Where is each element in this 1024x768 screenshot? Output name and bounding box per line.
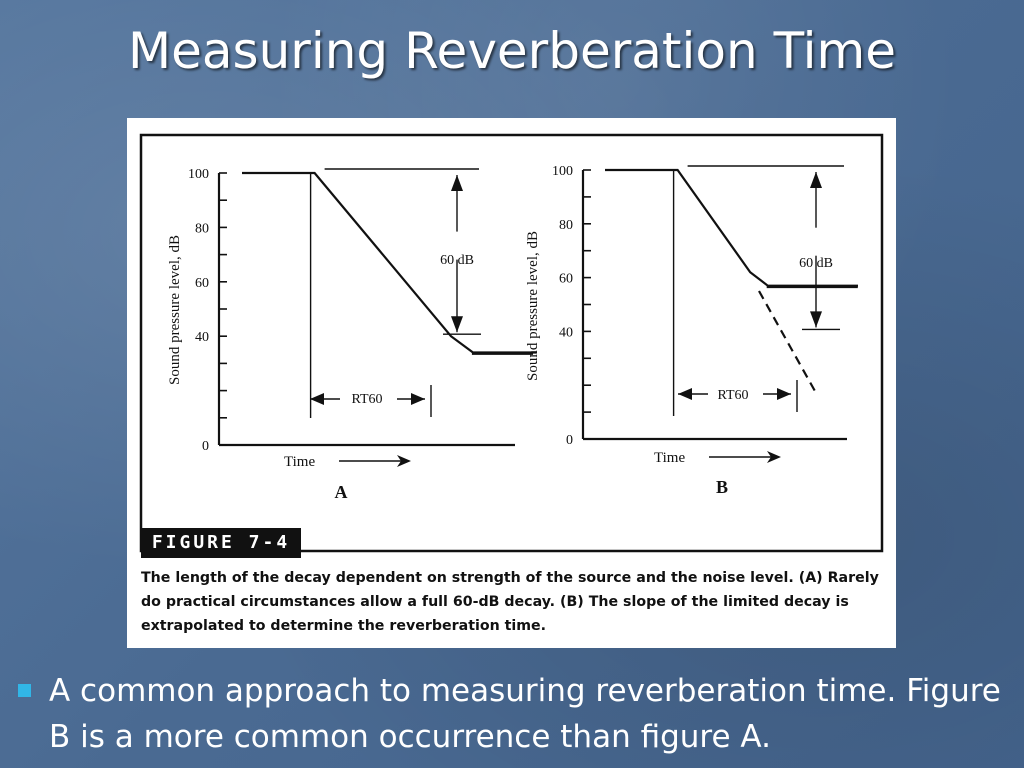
chart-b-ytick-label: 100 [552,164,573,179]
chart-a: 0 40 60 80 100 Sound pressure level, dB Time… [167,167,537,502]
figure-frame [139,133,884,553]
slide-title: Measuring Reverberation Time [128,22,896,80]
chart-b-ytick-label: 0 [566,433,573,448]
figure-label-box: FIGURE 7-4 [141,528,301,558]
figure-caption: The length of the decay dependent on str… [141,570,879,634]
chart-a-ytick-label: 100 [188,167,209,182]
chart-b-decay-curve [605,168,858,287]
chart-a-span-arrow-head-right [411,393,425,405]
chart-b-extrapolation-line [758,290,818,394]
chart-a-range-arrow-head-down [451,316,463,333]
chart-a-time-arrow-head [397,455,411,467]
bullet-text: A common approach to measuring reverbera… [49,673,1001,755]
chart-b-ytick-label: 80 [559,218,573,233]
decay-charts: 0 40 60 80 100 Sound pressure level, dB Time… [139,133,884,553]
chart-b-ytick-label: 40 [559,325,573,340]
chart-b-range-arrow-head-up [810,172,822,188]
chart-a-panel-label: A [335,482,348,502]
chart-b-noise-floor [766,285,858,289]
chart-a-range-arrow-head-up [451,175,463,191]
chart-a-ytick-label: 60 [195,276,209,291]
chart-b-ytick-label: 60 [559,272,573,287]
chart-b-time-arrow-head [767,451,781,463]
figure-panel: 0 40 60 80 100 Sound pressure level, dB Time… [127,118,896,648]
chart-a-ylabel: Sound pressure level, dB [167,235,183,385]
chart-b-ylabel: Sound pressure level, dB [525,231,541,381]
bullet-square-icon [18,684,31,697]
chart-b-span-arrow-head-right [777,388,791,400]
chart-a-ytick-label: 80 [195,221,209,236]
chart-a-decay-curve [242,171,537,354]
chart-a-span-label: RT60 [351,392,382,407]
chart-b-span-arrow-head-left [678,388,692,400]
chart-a-range-label: 60 dB [440,253,474,268]
chart-b-span-label: RT60 [717,388,748,403]
chart-a-span-arrow-head-left [310,393,324,405]
chart-b-range-label: 60 dB [799,256,833,271]
chart-a-noise-floor [471,352,533,355]
chart-b-range-arrow-head-down [810,311,822,328]
figure-label: FIGURE 7-4 [151,532,291,553]
chart-a-ytick-label: 40 [195,330,209,345]
chart-b: 0 40 60 80 100 Sound pressure level, dB Time… [525,164,858,497]
chart-a-xlabel: Time [284,454,315,470]
chart-a-ytick-label: 0 [202,439,209,454]
chart-b-panel-label: B [716,477,728,497]
chart-b-xlabel: Time [654,450,685,466]
